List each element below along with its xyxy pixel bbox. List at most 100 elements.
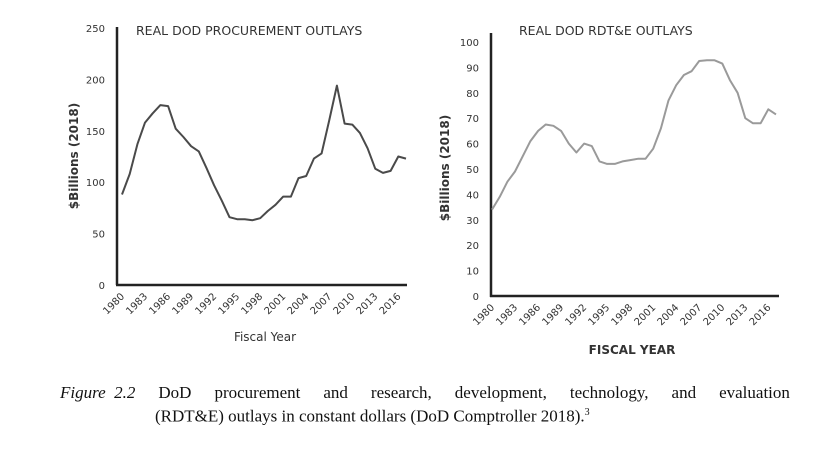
rdte-data-point bbox=[529, 140, 531, 142]
procurement-data-point bbox=[228, 216, 230, 218]
rdte-data-point bbox=[545, 124, 547, 126]
rdte-data-point bbox=[683, 74, 685, 76]
procurement-data-point bbox=[152, 112, 154, 114]
rdte-x-tick-label: 1980 bbox=[471, 302, 497, 328]
rdte-data-point bbox=[675, 84, 677, 86]
rdte-x-tick-label: 2013 bbox=[725, 302, 751, 328]
rdte-data-point bbox=[706, 59, 708, 61]
rdte-data-point bbox=[744, 117, 746, 119]
procurement-x-tick-label: 2001 bbox=[263, 291, 289, 317]
rdte-x-tick-label: 2007 bbox=[679, 302, 705, 328]
procurement-series-line bbox=[121, 84, 407, 222]
procurement-x-tick-label: 2004 bbox=[286, 291, 312, 317]
procurement-data-point bbox=[321, 152, 323, 154]
procurement-data-point bbox=[121, 194, 123, 196]
procurement-y-tick-label: 100 bbox=[86, 178, 105, 189]
procurement-chart: REAL DOD PROCUREMENT OUTLAYS 0 50 100 150 20… bbox=[67, 23, 407, 344]
rdte-data-point bbox=[714, 59, 716, 61]
caption-word: research, bbox=[370, 383, 432, 402]
procurement-data-point bbox=[344, 123, 346, 125]
caption-word: development, bbox=[454, 383, 547, 402]
caption-word: DoD bbox=[158, 383, 192, 402]
procurement-data-point bbox=[367, 147, 369, 149]
rdte-data-point bbox=[729, 79, 731, 81]
procurement-data-point bbox=[244, 218, 246, 220]
rdte-data-point bbox=[691, 70, 693, 72]
procurement-x-tick-label: 1980 bbox=[101, 291, 127, 317]
rdte-y-tick-label: 40 bbox=[466, 190, 479, 201]
procurement-y-tick-label: 150 bbox=[86, 127, 105, 138]
rdte-data-point bbox=[560, 130, 562, 132]
rdte-data-point bbox=[606, 163, 608, 165]
rdte-y-tick-label: 60 bbox=[466, 140, 479, 151]
rdte-x-tick-label: 1986 bbox=[517, 302, 543, 328]
procurement-data-point bbox=[336, 85, 338, 87]
rdte-data-point bbox=[621, 160, 623, 162]
procurement-x-axis-label: Fiscal Year bbox=[234, 330, 296, 344]
rdte-data-point bbox=[514, 171, 516, 173]
procurement-data-point bbox=[351, 124, 353, 126]
procurement-data-point bbox=[182, 136, 184, 138]
rdte-y-tick-label: 50 bbox=[466, 165, 479, 176]
procurement-data-point bbox=[282, 196, 284, 198]
rdte-x-tick-label: 2010 bbox=[702, 302, 728, 328]
procurement-data-point bbox=[221, 200, 223, 202]
rdte-data-point bbox=[752, 122, 754, 124]
procurement-data-point bbox=[190, 145, 192, 147]
rdte-y-tick-label: 30 bbox=[466, 216, 479, 227]
rdte-data-point bbox=[583, 143, 585, 145]
rdte-data-point bbox=[660, 127, 662, 129]
rdte-data-point bbox=[491, 209, 493, 211]
procurement-data-point bbox=[374, 168, 376, 170]
rdte-data-point bbox=[645, 158, 647, 160]
procurement-data-point bbox=[213, 184, 215, 186]
procurement-data-point bbox=[405, 158, 407, 160]
rdte-data-point bbox=[698, 60, 700, 62]
rdte-y-tick-label: 0 bbox=[473, 292, 479, 303]
procurement-data-point bbox=[251, 219, 253, 221]
rdte-x-axis-label: FISCAL YEAR bbox=[589, 343, 676, 357]
procurement-data-point bbox=[159, 104, 161, 106]
procurement-x-tick-label: 2016 bbox=[378, 291, 404, 317]
procurement-data-point bbox=[298, 177, 300, 179]
procurement-data-point bbox=[290, 196, 292, 198]
rdte-y-tick-label: 70 bbox=[466, 114, 479, 125]
rdte-x-tick-label: 1983 bbox=[494, 302, 520, 328]
procurement-data-point bbox=[382, 172, 384, 174]
procurement-data-point bbox=[397, 156, 399, 158]
procurement-data-point bbox=[198, 150, 200, 152]
procurement-data-point bbox=[144, 122, 146, 124]
rdte-x-tick-label: 1998 bbox=[610, 302, 636, 328]
rdte-y-tick-label: 100 bbox=[460, 38, 479, 49]
caption-word: evaluation bbox=[719, 383, 790, 402]
procurement-x-tick-label: 1989 bbox=[170, 291, 196, 317]
rdte-data-point bbox=[767, 108, 769, 110]
procurement-data-point bbox=[136, 143, 138, 145]
rdte-data-point bbox=[775, 113, 777, 115]
procurement-chart-title: REAL DOD PROCUREMENT OUTLAYS bbox=[136, 23, 362, 38]
caption-line-2: (RDT&E) outlays in constant dollars (DoD… bbox=[155, 406, 590, 426]
caption-word: procurement bbox=[214, 383, 301, 402]
procurement-data-point bbox=[175, 128, 177, 130]
rdte-y-tick-label: 10 bbox=[466, 267, 479, 278]
procurement-data-point bbox=[267, 210, 269, 212]
procurement-data-point bbox=[359, 132, 361, 134]
rdte-data-point bbox=[575, 151, 577, 153]
caption-word: and bbox=[671, 383, 697, 402]
rdte-y-tick-label: 20 bbox=[466, 241, 479, 252]
procurement-data-point bbox=[259, 217, 261, 219]
rdte-x-tick-label: 1995 bbox=[586, 302, 612, 328]
procurement-data-point bbox=[328, 120, 330, 122]
procurement-y-tick-label: 50 bbox=[92, 230, 105, 241]
rdte-data-point bbox=[499, 196, 501, 198]
rdte-x-tick-label: 2016 bbox=[748, 302, 774, 328]
rdte-x-tick-label: 1992 bbox=[563, 302, 589, 328]
rdte-data-point bbox=[629, 159, 631, 161]
rdte-data-point bbox=[668, 99, 670, 101]
rdte-data-point bbox=[506, 181, 508, 183]
rdte-data-point bbox=[614, 163, 616, 165]
rdte-x-tick-label: 1989 bbox=[540, 302, 566, 328]
figure-charts: REAL DOD PROCUREMENT OUTLAYS 0 50 100 150 20… bbox=[67, 23, 779, 357]
procurement-y-tick-label: 200 bbox=[86, 75, 105, 86]
figure-caption: Figure 2.2 DoD procurement and research, dev… bbox=[60, 383, 790, 427]
